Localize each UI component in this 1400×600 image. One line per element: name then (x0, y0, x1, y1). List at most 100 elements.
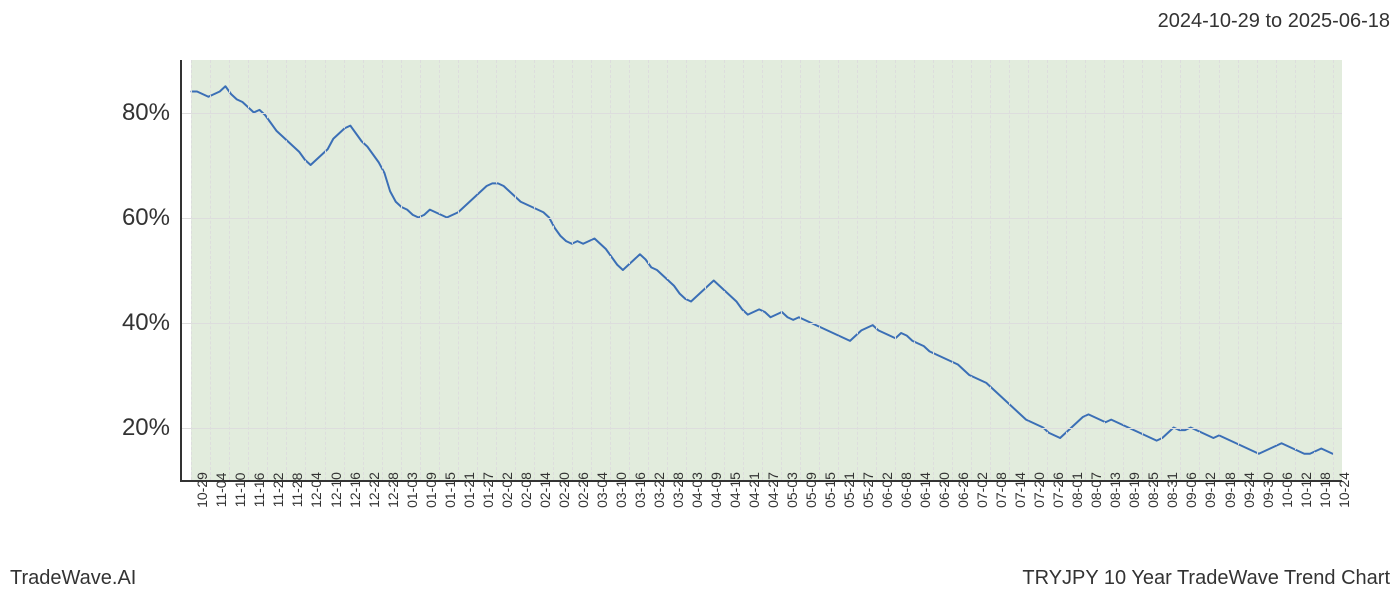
vgrid-line (477, 60, 478, 480)
vgrid-line (496, 60, 497, 480)
vgrid-line (686, 60, 687, 480)
footer-title: TRYJPY 10 Year TradeWave Trend Chart (1022, 567, 1390, 590)
vgrid-line (363, 60, 364, 480)
date-range-label: 2024-10-29 to 2025-06-18 (1158, 10, 1390, 33)
x-axis-label: 05-15 (822, 472, 838, 508)
x-axis-label: 05-27 (860, 472, 876, 508)
x-axis-label: 02-08 (518, 472, 534, 508)
x-axis-label: 09-12 (1202, 472, 1218, 508)
vgrid-line (610, 60, 611, 480)
x-axis-label: 06-14 (917, 472, 933, 508)
y-axis-label: 60% (122, 204, 170, 232)
x-axis-label: 04-27 (765, 472, 781, 508)
x-axis-label: 01-15 (442, 472, 458, 508)
x-axis-label: 08-13 (1107, 472, 1123, 508)
x-axis-label: 12-28 (385, 472, 401, 508)
x-axis-label: 07-14 (1012, 472, 1028, 508)
vgrid-line (191, 60, 192, 480)
x-axis-label: 10-18 (1317, 472, 1333, 508)
vgrid-line (724, 60, 725, 480)
vgrid-line (382, 60, 383, 480)
x-axis-label: 09-30 (1260, 472, 1276, 508)
x-axis-label: 11-10 (232, 473, 248, 508)
vgrid-line (1276, 60, 1277, 480)
vgrid-line (572, 60, 573, 480)
x-axis-label: 10-24 (1336, 472, 1352, 508)
vgrid-line (648, 60, 649, 480)
x-axis-label: 08-19 (1126, 472, 1142, 508)
vgrid-line (305, 60, 306, 480)
vgrid-line (800, 60, 801, 480)
vgrid-line (743, 60, 744, 480)
y-axis-label: 40% (122, 309, 170, 337)
x-axis-label: 12-04 (308, 472, 324, 508)
vgrid-line (971, 60, 972, 480)
x-axis-label: 07-20 (1031, 472, 1047, 508)
x-axis-label: 04-21 (746, 472, 762, 508)
vgrid-line (1314, 60, 1315, 480)
x-axis-label: 10-12 (1298, 472, 1314, 508)
vgrid-line (1028, 60, 1029, 480)
vgrid-line (534, 60, 535, 480)
x-axis-label: 12-10 (328, 472, 344, 508)
x-axis-label: 04-03 (689, 472, 705, 508)
vgrid-line (1066, 60, 1067, 480)
vgrid-line (325, 60, 326, 480)
vgrid-line (344, 60, 345, 480)
vgrid-line (876, 60, 877, 480)
vgrid-line (553, 60, 554, 480)
x-axis-label: 09-24 (1241, 472, 1257, 508)
vgrid-line (629, 60, 630, 480)
y-axis-label: 20% (122, 414, 170, 442)
vgrid-line (439, 60, 440, 480)
vgrid-line (401, 60, 402, 480)
vgrid-line (515, 60, 516, 480)
vgrid-line (1161, 60, 1162, 480)
vgrid-line (1123, 60, 1124, 480)
x-axis-label: 02-14 (537, 472, 553, 508)
vgrid-line (1199, 60, 1200, 480)
x-axis-label: 01-03 (404, 472, 420, 508)
x-axis-label: 11-22 (270, 473, 286, 508)
vgrid-line (1104, 60, 1105, 480)
vgrid-line (895, 60, 896, 480)
x-axis-label: 10-29 (194, 472, 210, 508)
vgrid-line (1142, 60, 1143, 480)
x-axis-label: 02-02 (499, 472, 515, 508)
x-axis-label: 12-16 (347, 472, 363, 508)
vgrid-line (667, 60, 668, 480)
x-axis-label: 07-08 (993, 472, 1009, 508)
x-axis-label: 06-02 (879, 472, 895, 508)
x-axis-label: 05-09 (803, 472, 819, 508)
x-axis-label: 02-20 (556, 472, 572, 508)
y-axis-label: 80% (122, 99, 170, 127)
x-axis-label: 07-26 (1050, 472, 1066, 508)
x-axis-label: 08-31 (1164, 472, 1180, 508)
x-axis-label: 01-09 (423, 472, 439, 508)
x-axis-label: 08-25 (1145, 472, 1161, 508)
vgrid-line (210, 60, 211, 480)
x-axis-label: 03-10 (613, 472, 629, 508)
vgrid-line (1257, 60, 1258, 480)
vgrid-line (267, 60, 268, 480)
x-axis-label: 06-08 (898, 472, 914, 508)
vgrid-line (458, 60, 459, 480)
x-axis-label: 12-22 (366, 472, 382, 508)
x-axis-label: 05-21 (841, 472, 857, 508)
vgrid-line (705, 60, 706, 480)
footer-brand: TradeWave.AI (10, 567, 136, 590)
vgrid-line (1333, 60, 1334, 480)
vgrid-line (819, 60, 820, 480)
vgrid-line (591, 60, 592, 480)
x-axis-label: 03-04 (594, 472, 610, 508)
vgrid-line (286, 60, 287, 480)
x-axis-label: 07-02 (974, 472, 990, 508)
vgrid-line (1009, 60, 1010, 480)
chart-plot-area (180, 60, 1342, 482)
x-axis-label: 04-09 (708, 472, 724, 508)
vgrid-line (838, 60, 839, 480)
vgrid-line (229, 60, 230, 480)
x-axis-label: 10-06 (1279, 472, 1295, 508)
x-axis-label: 03-16 (632, 472, 648, 508)
vgrid-line (1180, 60, 1181, 480)
